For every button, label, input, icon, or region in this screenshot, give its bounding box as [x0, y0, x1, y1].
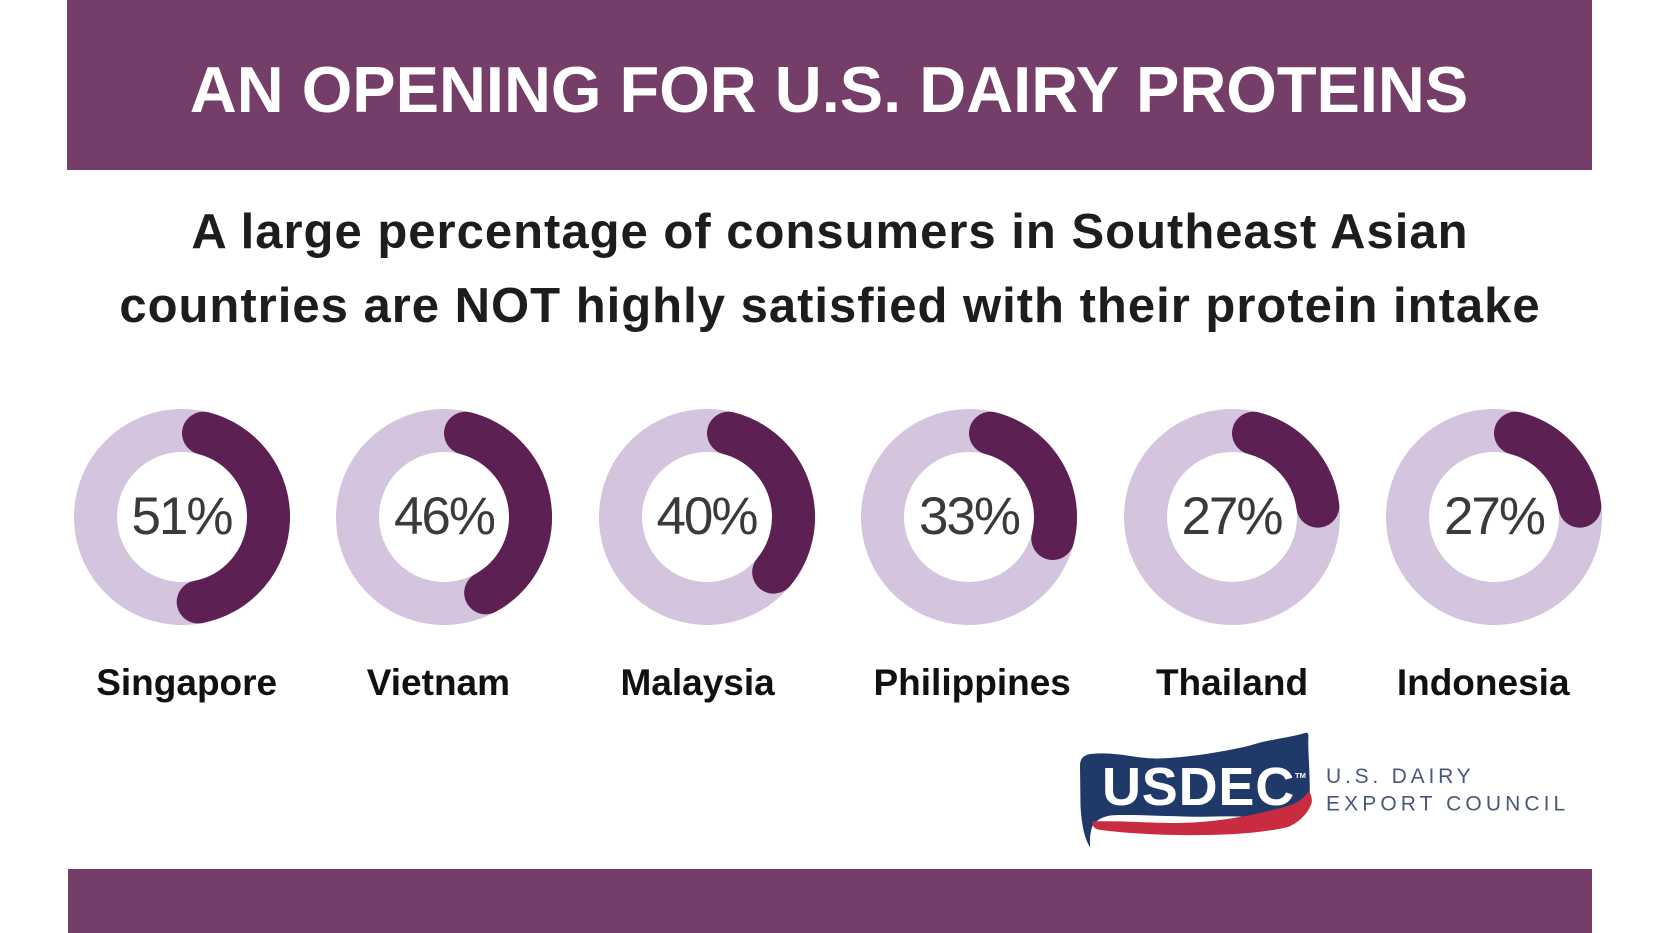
svg-text:U.S. DAIRY: U.S. DAIRY: [1326, 765, 1474, 788]
svg-text:USDEC: USDEC: [1102, 757, 1295, 817]
svg-text:EXPORT COUNCIL: EXPORT COUNCIL: [1326, 793, 1569, 816]
svg-text:TM: TM: [1295, 771, 1306, 780]
